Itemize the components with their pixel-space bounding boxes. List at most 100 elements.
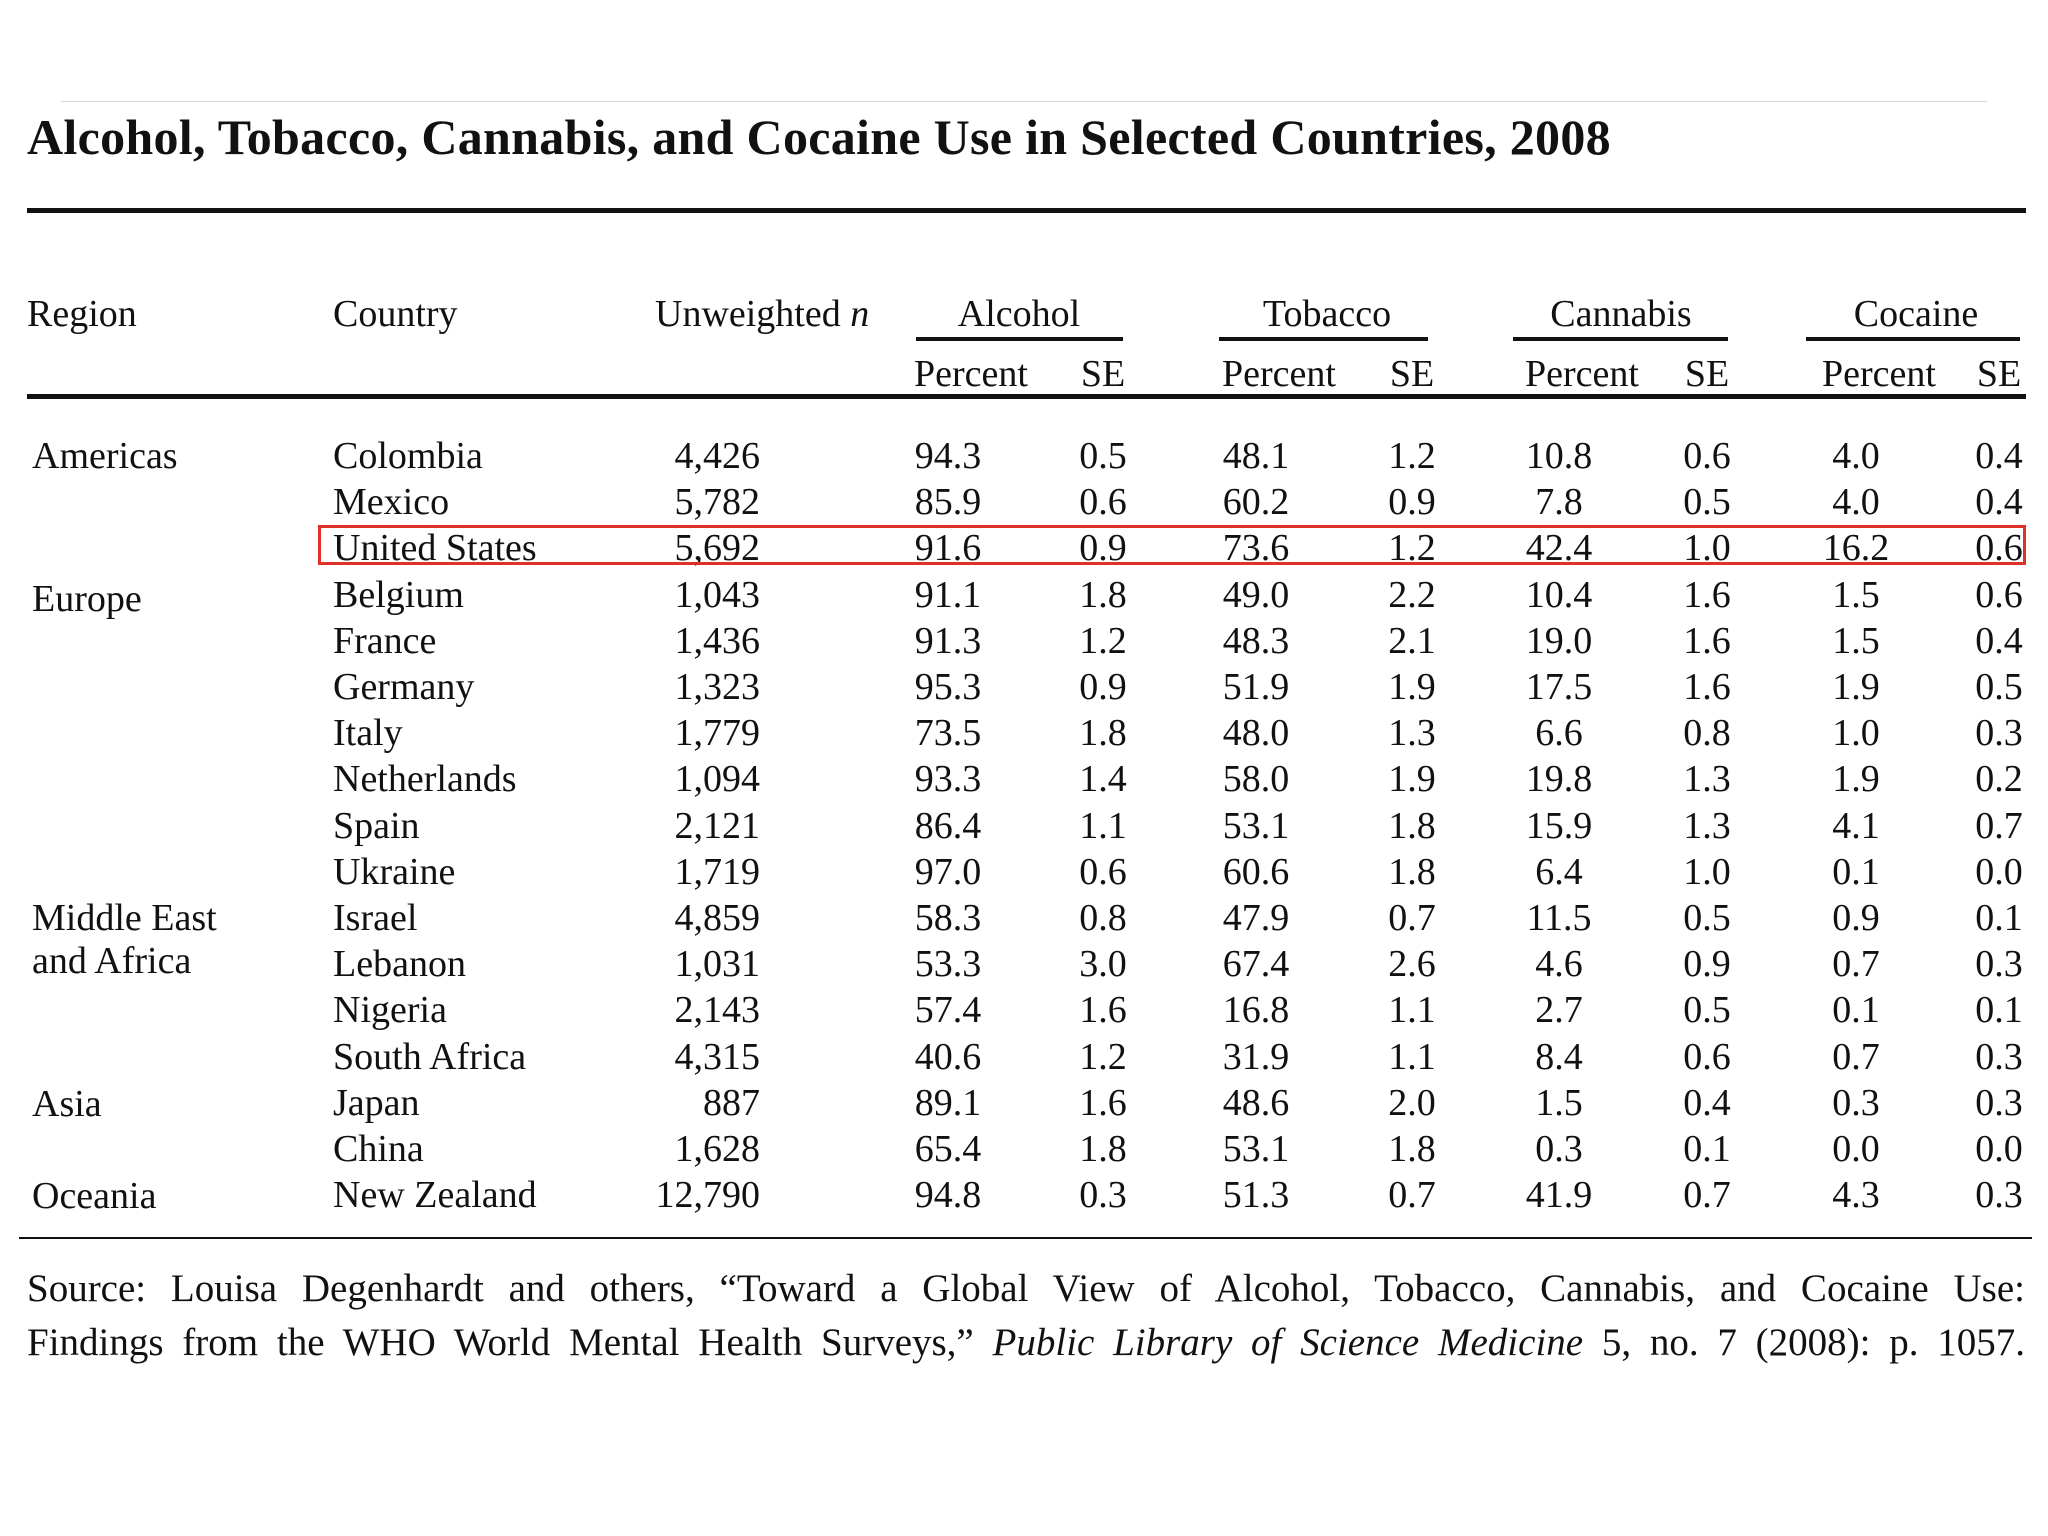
cell-cocaine-se: 0.4 bbox=[1975, 435, 2023, 477]
subheader-percent-cocaine: Percent bbox=[1822, 353, 1936, 395]
cell-cannabis-percent: 6.6 bbox=[1535, 712, 1583, 754]
cell-alcohol-se: 1.2 bbox=[1079, 620, 1127, 662]
cell-alcohol-se: 0.5 bbox=[1079, 435, 1127, 477]
cell-alcohol-se: 1.6 bbox=[1079, 989, 1127, 1031]
cell-alcohol-se: 0.6 bbox=[1079, 851, 1127, 893]
cell-cocaine-percent: 0.7 bbox=[1832, 943, 1880, 985]
cell-cocaine-percent: 1.9 bbox=[1832, 758, 1880, 800]
cell-cannabis-percent: 2.7 bbox=[1535, 989, 1583, 1031]
cell-country: New Zealand bbox=[333, 1174, 537, 1216]
cell-alcohol-percent: 40.6 bbox=[914, 1036, 982, 1078]
cell-cocaine-se: 0.7 bbox=[1975, 805, 2023, 847]
cell-alcohol-se: 1.8 bbox=[1079, 1128, 1127, 1170]
cell-tobacco-se: 0.7 bbox=[1388, 1174, 1436, 1216]
cell-tobacco-se: 2.0 bbox=[1388, 1082, 1436, 1124]
cell-tobacco-percent: 60.2 bbox=[1222, 481, 1290, 523]
cell-country: Nigeria bbox=[333, 989, 447, 1031]
cell-cocaine-se: 0.2 bbox=[1975, 758, 2023, 800]
cell-cannabis-percent: 19.8 bbox=[1525, 758, 1593, 800]
cell-alcohol-se: 1.8 bbox=[1079, 712, 1127, 754]
cell-alcohol-percent: 93.3 bbox=[914, 758, 982, 800]
cell-tobacco-se: 1.8 bbox=[1388, 805, 1436, 847]
cell-cannabis-se: 0.5 bbox=[1683, 481, 1731, 523]
cell-tobacco-percent: 49.0 bbox=[1222, 574, 1290, 616]
cell-tobacco-se: 1.1 bbox=[1388, 989, 1436, 1031]
cell-alcohol-percent: 94.8 bbox=[914, 1174, 982, 1216]
cell-unweighted-n: 1,779 bbox=[674, 712, 761, 754]
cell-tobacco-percent: 48.6 bbox=[1222, 1082, 1290, 1124]
cell-cannabis-se: 1.6 bbox=[1683, 574, 1731, 616]
cell-tobacco-percent: 31.9 bbox=[1222, 1036, 1290, 1078]
cell-cocaine-se: 0.3 bbox=[1975, 943, 2023, 985]
cell-cocaine-percent: 4.0 bbox=[1832, 435, 1880, 477]
cell-cocaine-percent: 0.1 bbox=[1832, 851, 1880, 893]
header-unweighted-label: Unweighted bbox=[655, 293, 841, 335]
cell-country: Israel bbox=[333, 897, 418, 939]
region-asia: Asia bbox=[32, 1083, 102, 1125]
cell-cannabis-percent: 7.8 bbox=[1535, 481, 1583, 523]
cell-alcohol-percent: 97.0 bbox=[914, 851, 982, 893]
source-note: Source: Louisa Degenhardt and others, “T… bbox=[27, 1262, 2025, 1370]
region-and-africa: and Africa bbox=[32, 940, 192, 982]
cell-cocaine-percent: 1.5 bbox=[1832, 574, 1880, 616]
cell-alcohol-se: 1.6 bbox=[1079, 1082, 1127, 1124]
highlight-box-united-states bbox=[318, 525, 2026, 565]
cell-cannabis-se: 0.5 bbox=[1683, 989, 1731, 1031]
cell-unweighted-n: 1,628 bbox=[674, 1128, 761, 1170]
cell-tobacco-percent: 48.3 bbox=[1222, 620, 1290, 662]
cell-tobacco-se: 1.3 bbox=[1388, 712, 1436, 754]
cell-unweighted-n: 1,719 bbox=[674, 851, 761, 893]
cell-alcohol-percent: 95.3 bbox=[914, 666, 982, 708]
cell-cocaine-percent: 0.0 bbox=[1832, 1128, 1880, 1170]
cell-alcohol-percent: 65.4 bbox=[914, 1128, 982, 1170]
cell-unweighted-n: 1,323 bbox=[674, 666, 761, 708]
cell-alcohol-percent: 91.3 bbox=[914, 620, 982, 662]
source-line-2-pre: Findings from the WHO World Mental Healt… bbox=[27, 1321, 974, 1364]
cell-cannabis-percent: 17.5 bbox=[1525, 666, 1593, 708]
cell-country: Lebanon bbox=[333, 943, 466, 985]
region-middle-east: Middle East bbox=[32, 897, 217, 939]
header-group-tobacco: Tobacco bbox=[1262, 293, 1392, 335]
cell-alcohol-percent: 86.4 bbox=[914, 805, 982, 847]
cell-cannabis-se: 1.3 bbox=[1683, 758, 1731, 800]
cell-cocaine-se: 0.4 bbox=[1975, 481, 2023, 523]
header-group-cocaine: Cocaine bbox=[1853, 293, 1979, 335]
cell-alcohol-se: 0.3 bbox=[1079, 1174, 1127, 1216]
cell-cocaine-se: 0.5 bbox=[1975, 666, 2023, 708]
cell-tobacco-percent: 51.3 bbox=[1222, 1174, 1290, 1216]
cell-cocaine-percent: 1.9 bbox=[1832, 666, 1880, 708]
subheader-percent-tobacco: Percent bbox=[1222, 353, 1336, 395]
cell-cannabis-percent: 10.4 bbox=[1525, 574, 1593, 616]
cell-tobacco-percent: 51.9 bbox=[1222, 666, 1290, 708]
cell-alcohol-se: 0.6 bbox=[1079, 481, 1127, 523]
cell-cocaine-percent: 4.3 bbox=[1832, 1174, 1880, 1216]
cell-tobacco-se: 1.9 bbox=[1388, 758, 1436, 800]
cell-country: South Africa bbox=[333, 1036, 527, 1078]
cell-cannabis-percent: 0.3 bbox=[1535, 1128, 1583, 1170]
cell-cocaine-se: 0.1 bbox=[1975, 989, 2023, 1031]
cell-tobacco-se: 1.8 bbox=[1388, 1128, 1436, 1170]
cell-alcohol-percent: 89.1 bbox=[914, 1082, 982, 1124]
cell-country: Netherlands bbox=[333, 758, 517, 800]
cell-cocaine-percent: 4.1 bbox=[1832, 805, 1880, 847]
cell-alcohol-percent: 73.5 bbox=[914, 712, 982, 754]
cell-tobacco-se: 2.1 bbox=[1388, 620, 1436, 662]
header-group-cannabis: Cannabis bbox=[1550, 293, 1692, 335]
source-line-2-post: 5, no. 7 (2008): p. 1057. bbox=[1601, 1321, 2026, 1364]
cell-cannabis-percent: 1.5 bbox=[1535, 1082, 1583, 1124]
cell-unweighted-n: 12,790 bbox=[655, 1174, 761, 1216]
cell-cocaine-se: 0.4 bbox=[1975, 620, 2023, 662]
cell-cocaine-percent: 0.7 bbox=[1832, 1036, 1880, 1078]
cell-cannabis-percent: 6.4 bbox=[1535, 851, 1583, 893]
cell-tobacco-percent: 47.9 bbox=[1222, 897, 1290, 939]
cell-unweighted-n: 1,436 bbox=[674, 620, 761, 662]
cell-cocaine-percent: 1.0 bbox=[1832, 712, 1880, 754]
group-underline-cannabis bbox=[1513, 337, 1728, 341]
table-title: Alcohol, Tobacco, Cannabis, and Cocaine … bbox=[27, 109, 1611, 165]
subheader-percent-cannabis: Percent bbox=[1525, 353, 1639, 395]
cell-tobacco-se: 1.8 bbox=[1388, 851, 1436, 893]
cell-tobacco-percent: 60.6 bbox=[1222, 851, 1290, 893]
cell-alcohol-se: 1.4 bbox=[1079, 758, 1127, 800]
table-bottom-rule bbox=[19, 1237, 2032, 1239]
cell-tobacco-percent: 53.1 bbox=[1222, 805, 1290, 847]
